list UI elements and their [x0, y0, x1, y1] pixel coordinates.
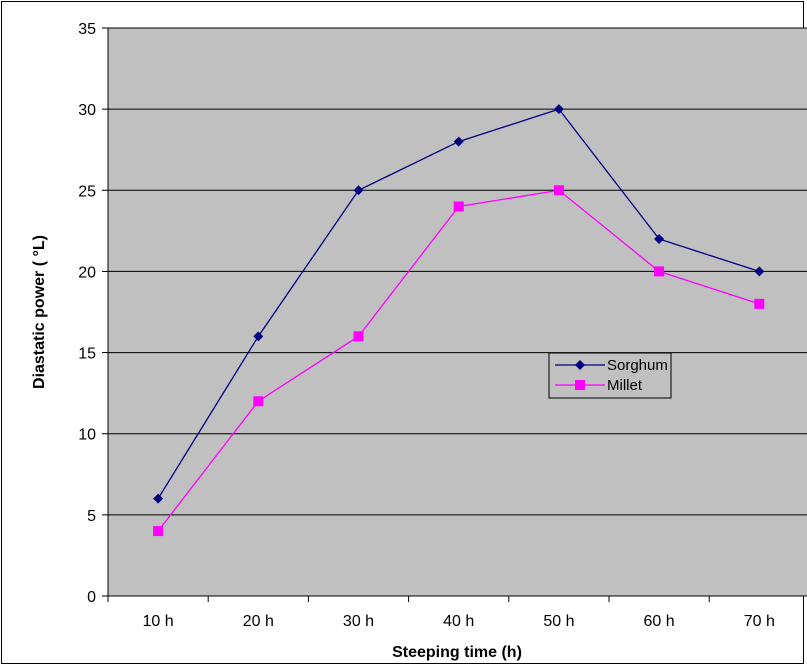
legend-box — [548, 352, 672, 399]
y-tick-label: 30 — [78, 102, 96, 119]
series-sorghum — [153, 104, 765, 504]
data-point-diamond — [553, 104, 564, 115]
x-tick-label: 50 h — [543, 613, 574, 630]
y-tick-label: 35 — [78, 21, 96, 38]
series-millet — [153, 185, 765, 537]
data-point-diamond — [353, 185, 364, 196]
y-tick-label: 5 — [87, 508, 96, 525]
data-point-square — [654, 266, 665, 277]
y-tick-label: 20 — [78, 264, 96, 281]
data-point-diamond — [575, 360, 585, 370]
data-point-diamond — [253, 331, 264, 342]
legend-label: Millet — [607, 377, 643, 394]
y-axis-ticks: 0 5 10 15 20 25 30 35 — [78, 21, 108, 606]
y-tick-label: 25 — [78, 183, 96, 200]
data-point-diamond — [654, 233, 665, 244]
legend: Sorghum Millet — [548, 352, 672, 399]
data-point-square — [253, 396, 264, 407]
data-point-diamond — [153, 493, 164, 504]
data-point-square — [153, 526, 164, 537]
x-axis-ticks: 10 h 20 h 30 h 40 h 50 h 60 h 70 h — [107, 596, 775, 630]
data-point-square — [553, 185, 564, 196]
axes — [107, 28, 807, 597]
data-point-square — [353, 331, 364, 342]
x-tick-label: 20 h — [243, 613, 274, 630]
y-tick-label: 15 — [78, 346, 96, 363]
x-tick-label: 60 h — [644, 613, 675, 630]
data-point-square — [575, 380, 585, 390]
legend-entry-sorghum: Sorghum — [555, 357, 668, 374]
data-point-diamond — [754, 266, 765, 277]
data-point-square — [453, 201, 464, 212]
legend-entry-millet: Millet — [555, 377, 643, 394]
y-tick-label: 10 — [78, 427, 96, 444]
y-tick-label: 0 — [87, 589, 96, 606]
plot-area — [108, 28, 807, 596]
data-point-square — [754, 298, 765, 309]
gridlines — [108, 27, 807, 516]
x-tick-label: 10 h — [143, 613, 174, 630]
legend-label: Sorghum — [607, 357, 668, 374]
x-tick-label: 30 h — [343, 613, 374, 630]
y-axis-title: Diastatic power ( °L) — [31, 235, 48, 389]
x-tick-label: 70 h — [744, 613, 775, 630]
series-layer — [153, 104, 765, 537]
x-tick-label: 40 h — [443, 613, 474, 630]
x-axis-title: Steeping time (h) — [392, 644, 522, 661]
data-point-diamond — [453, 136, 464, 147]
